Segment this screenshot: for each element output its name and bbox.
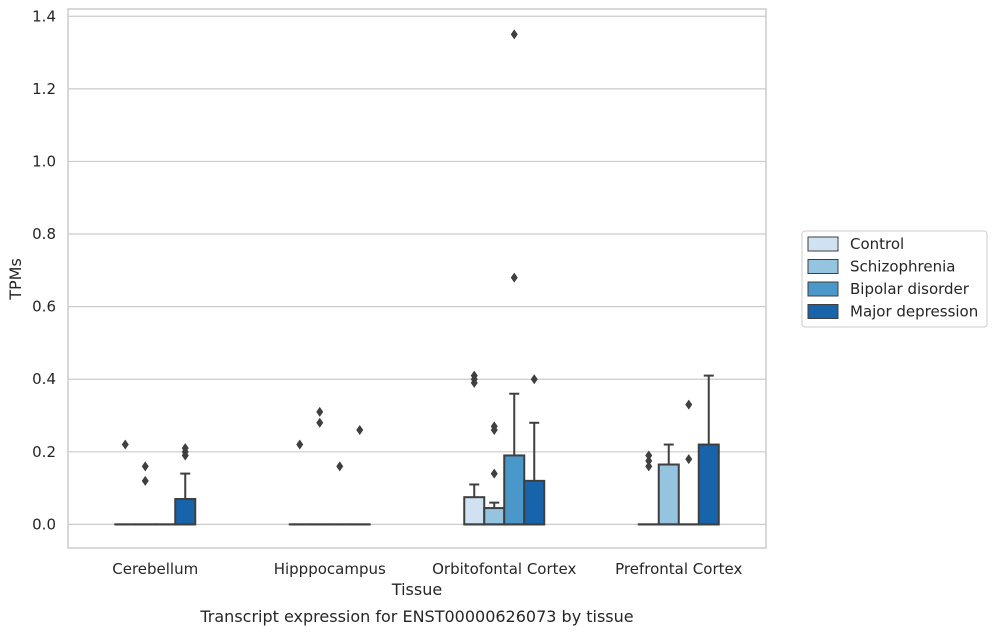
y-tick-label: 1.2 — [32, 80, 56, 98]
outlier-point — [510, 29, 518, 40]
legend-label: Major depression — [850, 303, 978, 321]
outlier-point — [645, 450, 653, 461]
box — [657, 463, 680, 526]
x-tick-label: Cerebellum — [112, 560, 198, 578]
box-group — [483, 421, 506, 526]
box-group — [328, 461, 351, 526]
x-tick-labels: Cerebellum Hipppocampus Orbitofontal Corte… — [112, 560, 742, 578]
outlier-point — [296, 439, 304, 450]
x-tick-label: Hipppocampus — [274, 560, 386, 578]
outlier-point — [316, 417, 324, 428]
box — [483, 507, 506, 526]
box — [697, 443, 720, 526]
box-group — [677, 399, 700, 526]
boxes — [114, 29, 720, 526]
plot-frame — [67, 8, 767, 549]
y-tick-label: 0.2 — [32, 443, 56, 461]
legend-label: Schizophrenia — [850, 258, 955, 276]
x-tick-label: Orbitofontal Cortex — [432, 560, 576, 578]
box-group — [503, 29, 526, 526]
legend-swatch — [807, 236, 839, 252]
outlier-point — [121, 439, 129, 450]
box — [463, 496, 486, 526]
y-tick-label: 0.0 — [32, 515, 56, 533]
outlier-point — [685, 399, 693, 410]
legend-swatch — [807, 259, 839, 274]
legend-label: Bipolar disorder — [850, 280, 970, 298]
box-group — [697, 374, 720, 526]
outlier-point — [470, 370, 478, 381]
outlier-point — [316, 406, 324, 417]
outlier-point — [356, 425, 364, 436]
y-tick-label: 0.8 — [32, 225, 56, 243]
outlier-point — [141, 461, 149, 472]
box — [503, 454, 526, 526]
y-tick-label: 1.4 — [32, 7, 56, 25]
y-tick-labels: 0.0 0.2 0.4 0.6 0.8 1.0 1.2 1.4 — [32, 7, 56, 533]
box-group — [657, 443, 680, 526]
y-tick-label: 1.0 — [32, 152, 56, 170]
box-group — [134, 461, 157, 526]
box-group — [348, 425, 371, 526]
box — [174, 498, 197, 526]
legend-swatch — [807, 281, 839, 297]
outlier-point — [510, 272, 518, 283]
box-group — [523, 374, 546, 526]
x-axis-label: Tissue — [391, 580, 442, 599]
box-group — [308, 406, 331, 526]
outlier-point — [645, 455, 653, 466]
legend-frame — [801, 230, 988, 328]
outlier-point — [490, 421, 498, 432]
outlier-point — [141, 475, 149, 486]
outlier-point — [530, 374, 538, 385]
x-tick-label: Prefrontal Cortex — [615, 560, 742, 578]
outlier-point — [181, 443, 189, 454]
outlier-point — [336, 461, 344, 472]
outlier-point — [685, 454, 693, 465]
legend-swatch — [807, 304, 839, 319]
y-axis-label: TPMs — [6, 258, 25, 301]
box-group — [637, 450, 660, 526]
chart-caption: Transcript expression for ENST0000062607… — [199, 607, 633, 626]
box-group — [463, 370, 486, 526]
legend: Control Schizophrenia Bipolar disorder Majo… — [801, 230, 988, 328]
box — [523, 479, 546, 526]
outlier-point — [490, 468, 498, 479]
outlier-point — [645, 461, 653, 472]
y-tick-label: 0.4 — [32, 370, 56, 388]
gridlines — [68, 15, 766, 526]
box-group — [174, 443, 197, 526]
y-tick-label: 0.6 — [32, 298, 56, 316]
legend-label: Control — [850, 235, 904, 253]
